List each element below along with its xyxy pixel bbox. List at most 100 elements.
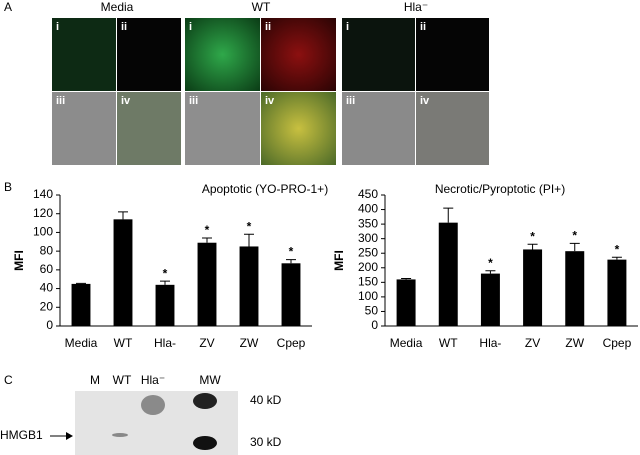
bar — [523, 249, 543, 326]
bar — [396, 279, 416, 326]
subpanel-label: ii — [265, 21, 271, 33]
group-title: Media — [101, 0, 134, 14]
bar — [607, 259, 627, 326]
y-tick-label: 200 — [358, 260, 378, 274]
bar — [480, 273, 500, 326]
blot-band — [193, 393, 217, 409]
subpanel-label: iv — [121, 95, 131, 107]
subpanel-label: ii — [420, 21, 426, 33]
arrow-head — [66, 432, 73, 440]
error-bar — [569, 242, 580, 252]
bar — [281, 263, 301, 326]
blot-band — [112, 433, 128, 437]
bar — [155, 284, 175, 326]
x-tick-label: Media — [65, 336, 98, 350]
error-bar — [443, 207, 454, 223]
y-tick-label: 0 — [46, 318, 53, 332]
significance: * — [205, 223, 210, 237]
y-tick-label: 20 — [40, 299, 54, 313]
y-tick-label: 450 — [358, 187, 378, 201]
panel-label: A — [4, 0, 12, 14]
x-tick-label: Cpep — [603, 336, 632, 350]
y-tick-label: 100 — [33, 225, 53, 239]
marker-label: 40 kD — [250, 393, 282, 407]
x-tick-label: ZV — [525, 336, 540, 350]
y-tick-label: 0 — [371, 318, 378, 332]
x-tick-label: Hla- — [154, 336, 176, 350]
panel-label: B — [4, 180, 12, 194]
micrograph — [416, 92, 489, 165]
error-bar — [202, 237, 212, 243]
subpanel-label: iii — [346, 95, 355, 107]
bar — [197, 242, 217, 326]
y-tick-label: 120 — [33, 206, 53, 220]
micrograph — [342, 92, 415, 165]
y-tick-label: 250 — [358, 245, 378, 259]
subpanel-label: iii — [56, 95, 65, 107]
y-tick-label: 150 — [358, 275, 378, 289]
x-tick-label: ZW — [565, 336, 584, 350]
significance: * — [572, 228, 577, 242]
micrograph — [117, 18, 181, 91]
subpanel-label: ii — [121, 21, 127, 33]
error-bar — [286, 259, 296, 264]
blot-band — [141, 395, 165, 415]
error-bar — [244, 233, 254, 247]
lane-label: WT — [113, 373, 132, 387]
subpanel-label: i — [346, 21, 349, 33]
band-label: HMGB1 — [0, 428, 43, 442]
micrograph — [117, 92, 181, 165]
chart-title: Apoptotic (YO-PRO-1+) — [202, 182, 328, 196]
bar — [239, 246, 259, 326]
significance: * — [163, 266, 168, 280]
panel-label: C — [4, 373, 13, 387]
micrograph — [185, 18, 260, 91]
x-tick-label: ZV — [199, 336, 214, 350]
y-tick-label: 140 — [33, 187, 53, 201]
y-tick-label: 300 — [358, 231, 378, 245]
error-bar — [160, 280, 170, 285]
micrograph — [52, 18, 116, 91]
y-tick-label: 80 — [40, 243, 54, 257]
lane-label: Hla⁻ — [141, 373, 165, 387]
y-tick-label: 350 — [358, 216, 378, 230]
subpanel-label: iv — [265, 95, 275, 107]
bar — [565, 251, 585, 326]
micrograph — [52, 92, 116, 165]
group-title: Hla⁻ — [404, 0, 428, 14]
micrograph — [185, 92, 260, 165]
significance: * — [289, 245, 294, 259]
error-bar — [485, 270, 496, 274]
bar — [113, 219, 133, 326]
lane-label: MW — [199, 373, 221, 387]
y-tick-label: 400 — [358, 202, 378, 216]
lane-label: M — [90, 373, 100, 387]
significance: * — [530, 229, 535, 243]
y-tick-label: 40 — [40, 281, 54, 295]
micrograph — [416, 18, 489, 91]
bar — [71, 283, 91, 326]
error-bar — [611, 256, 622, 260]
micrograph — [261, 92, 336, 165]
y-tick-label: 60 — [40, 262, 54, 276]
x-tick-label: Media — [390, 336, 423, 350]
micrograph — [342, 18, 415, 91]
blot-band — [193, 436, 217, 450]
y-axis-label: MFI — [332, 250, 346, 271]
x-tick-label: WT — [114, 336, 133, 350]
group-title: WT — [252, 0, 271, 14]
x-tick-label: WT — [439, 336, 458, 350]
x-tick-label: ZW — [240, 336, 259, 350]
error-bar — [118, 211, 128, 220]
significance: * — [615, 242, 620, 256]
bar — [438, 222, 458, 326]
subpanel-label: iii — [189, 95, 198, 107]
x-tick-label: Cpep — [277, 336, 306, 350]
subpanel-label: iv — [420, 95, 430, 107]
subpanel-label: i — [189, 21, 192, 33]
x-tick-label: Hla- — [479, 336, 501, 350]
error-bar — [401, 278, 412, 280]
significance: * — [247, 219, 252, 233]
error-bar — [527, 243, 538, 250]
